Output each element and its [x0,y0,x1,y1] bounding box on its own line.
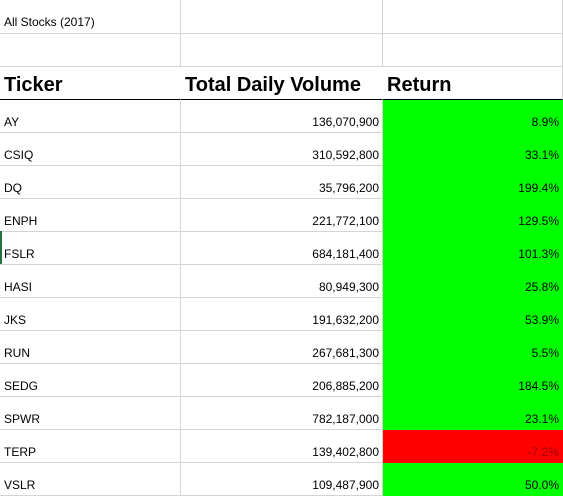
return-cell[interactable]: 129.5% [383,199,563,232]
return-cell[interactable]: 199.4% [383,166,563,199]
return-cell[interactable]: -7.2% [383,430,563,463]
volume-cell[interactable]: 109,487,900 [181,463,383,496]
ticker-cell[interactable]: RUN [0,331,181,364]
header-return[interactable]: Return [383,67,563,100]
return-cell[interactable]: 5.5% [383,331,563,364]
empty-cell[interactable] [0,34,181,67]
ticker-cell[interactable]: HASI [0,265,181,298]
volume-cell[interactable]: 35,796,200 [181,166,383,199]
header-ticker[interactable]: Ticker [0,67,181,100]
return-cell[interactable]: 8.9% [383,100,563,133]
empty-cell[interactable] [383,0,563,34]
volume-cell[interactable]: 221,772,100 [181,199,383,232]
ticker-cell[interactable]: VSLR [0,463,181,496]
empty-cell[interactable] [181,0,383,34]
return-cell[interactable]: 25.8% [383,265,563,298]
volume-cell[interactable]: 684,181,400 [181,232,383,265]
row-selection-marker [0,231,2,264]
return-cell[interactable]: 184.5% [383,364,563,397]
volume-cell[interactable]: 136,070,900 [181,100,383,133]
volume-cell[interactable]: 191,632,200 [181,298,383,331]
volume-cell[interactable]: 310,592,800 [181,133,383,166]
ticker-cell[interactable]: JKS [0,298,181,331]
volume-cell[interactable]: 80,949,300 [181,265,383,298]
return-cell[interactable]: 53.9% [383,298,563,331]
empty-cell[interactable] [181,34,383,67]
volume-cell[interactable]: 139,402,800 [181,430,383,463]
return-cell[interactable]: 50.0% [383,463,563,496]
ticker-cell[interactable]: CSIQ [0,133,181,166]
empty-cell[interactable] [383,34,563,67]
title-cell[interactable]: All Stocks (2017) [0,0,181,34]
ticker-cell[interactable]: SEDG [0,364,181,397]
ticker-cell[interactable]: SPWR [0,397,181,430]
return-cell[interactable]: 101.3% [383,232,563,265]
return-cell[interactable]: 33.1% [383,133,563,166]
return-cell[interactable]: 23.1% [383,397,563,430]
header-total-daily-volume[interactable]: Total Daily Volume [181,67,383,100]
volume-cell[interactable]: 267,681,300 [181,331,383,364]
ticker-cell[interactable]: AY [0,100,181,133]
ticker-cell[interactable]: TERP [0,430,181,463]
ticker-cell[interactable]: FSLR [0,232,181,265]
volume-cell[interactable]: 782,187,000 [181,397,383,430]
ticker-cell[interactable]: ENPH [0,199,181,232]
volume-cell[interactable]: 206,885,200 [181,364,383,397]
ticker-cell[interactable]: DQ [0,166,181,199]
